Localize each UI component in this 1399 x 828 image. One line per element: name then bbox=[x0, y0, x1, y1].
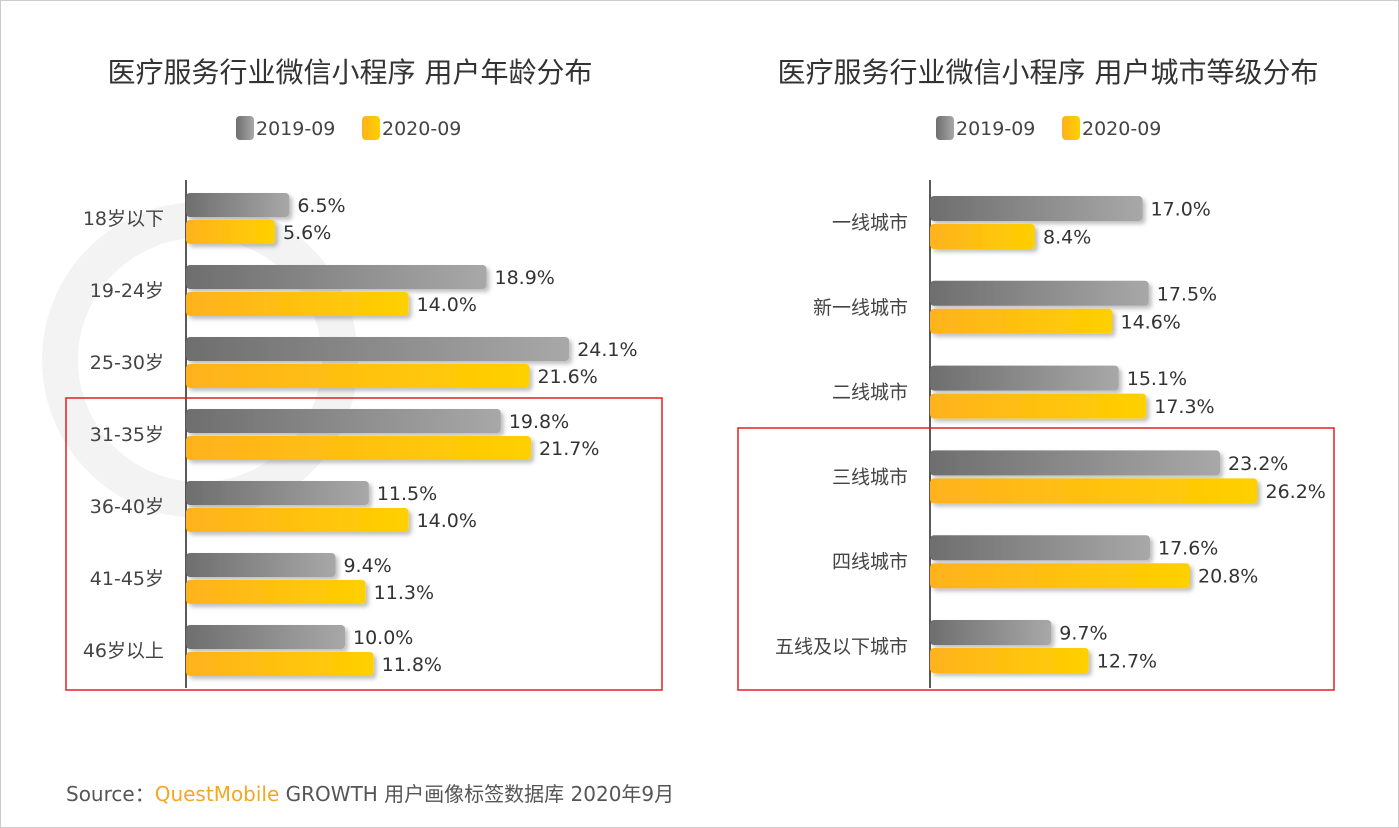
bar-2019-09 bbox=[186, 265, 487, 289]
category-label: 一线城市 bbox=[832, 212, 908, 234]
source-text: GROWTH 用户画像标签数据库 2020年9月 bbox=[279, 782, 675, 806]
bar-2019-09 bbox=[186, 337, 570, 361]
legend-label: 2019-09 bbox=[956, 118, 1035, 140]
legend-swatch bbox=[936, 116, 954, 140]
highlight-box bbox=[65, 397, 663, 691]
data-label: 11.3% bbox=[374, 582, 434, 604]
bar-2020-09 bbox=[186, 436, 532, 460]
category-label: 19-24岁 bbox=[90, 280, 164, 302]
data-label: 12.7% bbox=[1097, 651, 1157, 673]
data-label: 15.1% bbox=[1127, 368, 1187, 390]
bar-2019-09 bbox=[186, 553, 336, 577]
bar-2020-09 bbox=[186, 364, 530, 388]
category-label: 41-45岁 bbox=[90, 568, 164, 590]
data-label: 21.7% bbox=[539, 438, 599, 460]
legend-swatch bbox=[362, 116, 380, 140]
source-brand: QuestMobile bbox=[154, 782, 280, 806]
data-label: 17.3% bbox=[1154, 396, 1214, 418]
bar-2020-09 bbox=[186, 292, 409, 316]
highlight-box bbox=[737, 427, 1335, 691]
source-prefix: Source： bbox=[66, 782, 155, 806]
data-label: 10.0% bbox=[353, 627, 413, 649]
bar-2020-09 bbox=[930, 393, 1147, 419]
data-label: 9.4% bbox=[343, 555, 391, 577]
category-label: 46岁以上 bbox=[83, 640, 164, 662]
category-label: 二线城市 bbox=[832, 382, 908, 404]
bar-2020-09 bbox=[930, 308, 1113, 334]
bar-2020-09 bbox=[930, 478, 1258, 504]
data-label: 18.9% bbox=[495, 267, 555, 289]
legend-label: 2019-09 bbox=[256, 118, 335, 140]
bar-2019-09 bbox=[930, 196, 1143, 221]
data-label: 26.2% bbox=[1266, 481, 1326, 503]
bar-2020-09 bbox=[186, 580, 366, 604]
data-label: 17.5% bbox=[1157, 283, 1217, 305]
data-label: 20.8% bbox=[1198, 566, 1258, 588]
legend-swatch bbox=[236, 116, 254, 140]
bar-2020-09 bbox=[930, 648, 1089, 673]
bar-2020-09 bbox=[186, 508, 409, 532]
bar-2019-09 bbox=[930, 280, 1149, 306]
data-label: 11.8% bbox=[382, 654, 442, 676]
data-label: 17.0% bbox=[1151, 199, 1211, 221]
legend-label: 2020-09 bbox=[382, 118, 461, 140]
data-label: 23.2% bbox=[1228, 453, 1288, 475]
bar-2020-09 bbox=[930, 224, 1035, 249]
bar-2019-09 bbox=[930, 365, 1119, 391]
bar-2020-09 bbox=[930, 563, 1190, 589]
category-label: 31-35岁 bbox=[90, 424, 164, 446]
category-label: 36-40岁 bbox=[90, 496, 164, 518]
chart-title: 医疗服务行业微信小程序 用户年龄分布 bbox=[108, 56, 593, 89]
data-label: 6.5% bbox=[297, 195, 345, 217]
data-label: 17.6% bbox=[1158, 538, 1218, 560]
bar-2019-09 bbox=[186, 409, 501, 433]
category-label: 新一线城市 bbox=[813, 297, 908, 319]
data-label: 14.0% bbox=[417, 294, 477, 316]
bar-2020-09 bbox=[186, 652, 374, 676]
bar-2019-09 bbox=[930, 535, 1150, 561]
chart-title: 医疗服务行业微信小程序 用户城市等级分布 bbox=[778, 56, 1319, 89]
source-note: Source：QuestMobile GROWTH 用户画像标签数据库 2020… bbox=[66, 778, 674, 807]
bar-2019-09 bbox=[186, 193, 290, 217]
data-label: 14.6% bbox=[1121, 311, 1181, 333]
data-label: 24.1% bbox=[577, 339, 637, 361]
bar-2019-09 bbox=[930, 620, 1052, 645]
data-label: 21.6% bbox=[537, 366, 597, 388]
bar-2019-09 bbox=[930, 450, 1220, 476]
legend-swatch bbox=[1062, 116, 1080, 140]
bar-2019-09 bbox=[186, 625, 345, 649]
bar-2019-09 bbox=[186, 481, 369, 505]
bar-2020-09 bbox=[186, 220, 276, 244]
data-label: 11.5% bbox=[377, 483, 437, 505]
data-label: 19.8% bbox=[509, 411, 569, 433]
data-label: 5.6% bbox=[283, 222, 331, 244]
category-label: 四线城市 bbox=[832, 551, 908, 573]
category-label: 五线及以下城市 bbox=[775, 636, 908, 658]
category-label: 三线城市 bbox=[832, 466, 908, 488]
category-label: 18岁以下 bbox=[83, 208, 164, 230]
legend-label: 2020-09 bbox=[1082, 118, 1161, 140]
data-label: 8.4% bbox=[1043, 227, 1091, 249]
data-label: 14.0% bbox=[417, 510, 477, 532]
category-label: 25-30岁 bbox=[90, 352, 164, 374]
data-label: 9.7% bbox=[1059, 623, 1107, 645]
